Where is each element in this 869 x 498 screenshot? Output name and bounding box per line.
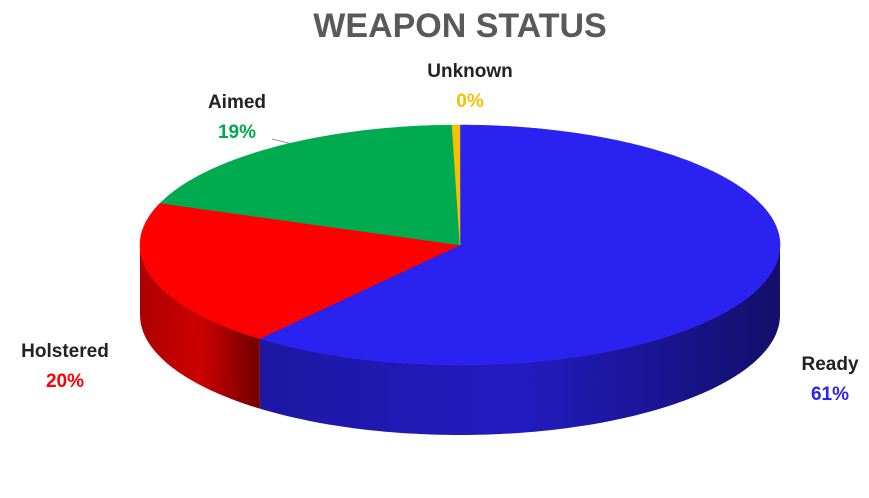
value-label: 20% (46, 371, 84, 392)
slice-side-shade (140, 245, 260, 409)
value-label: 0% (456, 91, 484, 112)
category-label: Aimed (208, 92, 266, 113)
slice-side-shade (259, 245, 780, 435)
value-label: 61% (811, 384, 849, 405)
value-label: 19% (218, 122, 256, 143)
slice (159, 124, 461, 246)
category-label: Unknown (427, 61, 513, 82)
slice (259, 124, 781, 366)
slice (139, 202, 461, 339)
category-label: Ready (801, 354, 858, 375)
category-label: Holstered (21, 341, 109, 362)
chart-title: WEAPON STATUS (313, 7, 606, 45)
slice (451, 124, 461, 246)
